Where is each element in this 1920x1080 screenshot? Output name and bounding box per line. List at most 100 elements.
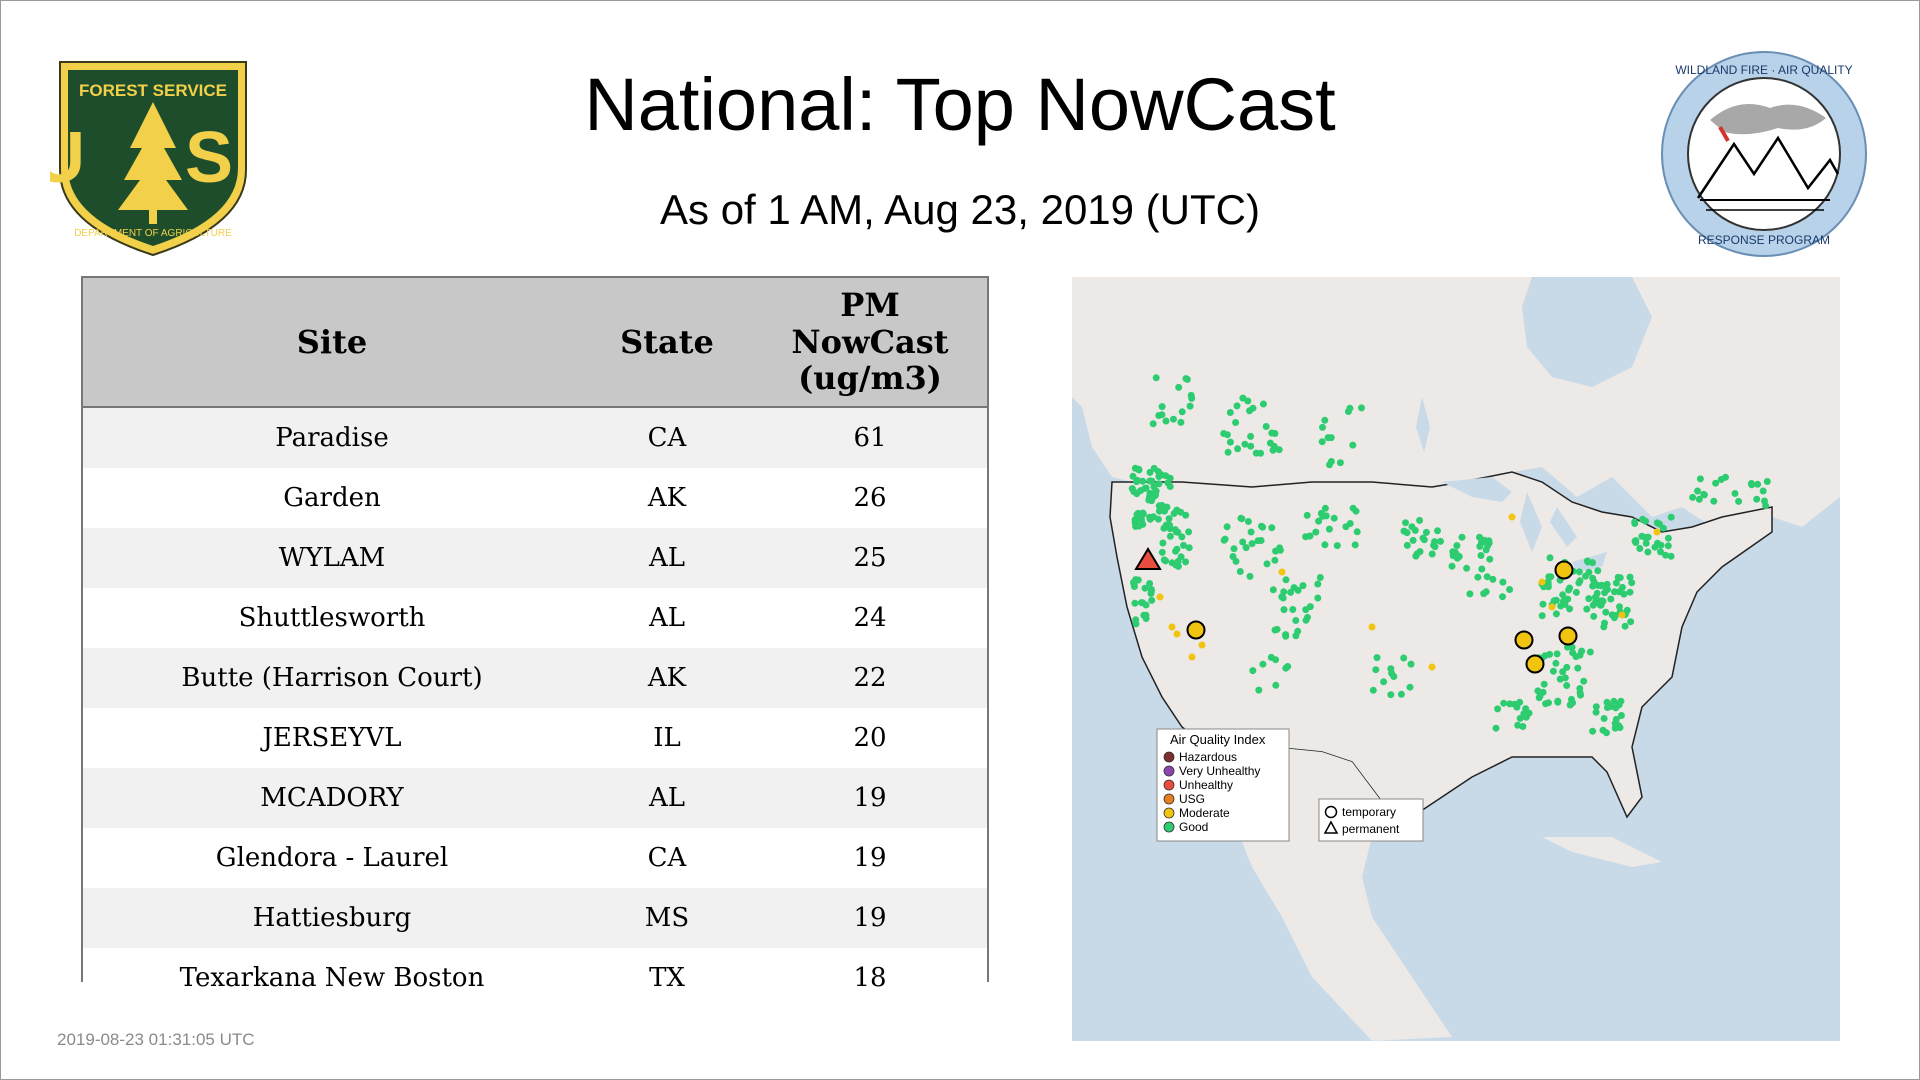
good-aqi-marker	[1239, 538, 1247, 546]
good-aqi-marker	[1644, 548, 1652, 556]
moderate-aqi-marker	[1168, 623, 1176, 631]
good-aqi-marker	[1575, 568, 1583, 576]
good-aqi-marker	[1474, 573, 1482, 581]
good-aqi-marker	[1178, 533, 1186, 541]
map-great-lakes	[1442, 477, 1607, 572]
good-aqi-marker	[1147, 590, 1155, 597]
good-aqi-marker	[1611, 588, 1618, 596]
good-aqi-marker	[1642, 539, 1650, 547]
state-cell: AL	[581, 588, 753, 648]
permanent-marker-icon	[1323, 820, 1339, 834]
good-aqi-marker	[1599, 726, 1607, 734]
permanent-label: permanent	[1342, 822, 1400, 836]
good-aqi-marker	[1636, 545, 1644, 552]
good-aqi-marker	[1448, 562, 1456, 570]
legend-swatch-hazardous	[1163, 751, 1175, 763]
good-aqi-marker	[1220, 430, 1228, 437]
site-cell: MCADORY	[83, 768, 581, 828]
good-aqi-marker	[1419, 534, 1427, 542]
good-aqi-marker	[1303, 511, 1311, 519]
site-cell: JERSEYVL	[83, 708, 581, 768]
good-aqi-marker	[1664, 534, 1672, 542]
moderate-aqi-marker	[1368, 623, 1376, 631]
good-aqi-marker	[1626, 588, 1634, 596]
good-aqi-marker	[1553, 650, 1561, 658]
good-aqi-marker	[1544, 580, 1551, 588]
marker-type-legend: temporary permanent	[1318, 798, 1424, 842]
good-aqi-marker	[1559, 591, 1567, 599]
good-aqi-marker	[1519, 723, 1527, 730]
good-aqi-marker	[1753, 495, 1761, 503]
good-aqi-marker	[1252, 449, 1260, 457]
header-pm-line3: (ug/m3)	[798, 359, 942, 398]
good-aqi-marker	[1254, 537, 1262, 545]
good-aqi-marker	[1476, 533, 1483, 541]
header-pm-line2: NowCast	[791, 322, 949, 361]
good-aqi-marker	[1463, 564, 1471, 572]
good-aqi-marker	[1312, 528, 1320, 536]
good-aqi-marker	[1428, 550, 1436, 558]
state-cell: AL	[581, 528, 753, 588]
good-aqi-marker	[1408, 523, 1416, 531]
good-aqi-marker	[1150, 513, 1157, 521]
good-aqi-marker	[1578, 647, 1586, 655]
good-aqi-marker	[1564, 595, 1572, 603]
good-aqi-marker	[1369, 686, 1377, 694]
good-aqi-marker	[1387, 691, 1395, 699]
good-aqi-marker	[1601, 619, 1608, 627]
good-aqi-marker	[1319, 423, 1326, 431]
good-aqi-marker	[1346, 404, 1354, 412]
good-aqi-marker	[1158, 548, 1166, 556]
good-aqi-marker	[1287, 588, 1295, 596]
good-aqi-marker	[1580, 677, 1588, 685]
good-aqi-marker	[1174, 528, 1182, 536]
site-cell: Garden	[83, 468, 581, 528]
generated-timestamp: 2019-08-23 01:31:05 UTC	[57, 1030, 255, 1049]
moderate-temporary-marker	[1186, 620, 1206, 640]
good-aqi-marker	[1234, 445, 1242, 453]
good-aqi-marker	[1180, 541, 1187, 549]
good-aqi-marker	[1582, 572, 1589, 580]
good-aqi-marker	[1273, 625, 1281, 633]
good-aqi-marker	[1232, 557, 1240, 565]
good-aqi-marker	[1146, 489, 1154, 497]
good-aqi-marker	[1259, 660, 1267, 668]
good-aqi-marker	[1747, 480, 1755, 487]
pm-value-cell: 24	[753, 588, 987, 648]
moderate-temporary-marker	[1525, 654, 1545, 674]
good-aqi-marker	[1175, 383, 1183, 391]
header-pm-line1: PM	[840, 285, 900, 324]
good-aqi-marker	[1499, 578, 1507, 586]
pm-value-cell: 25	[753, 528, 987, 588]
good-aqi-marker	[1162, 417, 1170, 425]
good-aqi-marker	[1321, 416, 1329, 424]
table-row: MCADORY AL 19	[83, 768, 987, 828]
good-aqi-marker	[1155, 412, 1163, 419]
good-aqi-marker	[1223, 523, 1231, 531]
good-aqi-marker	[1272, 656, 1280, 664]
pm-value-cell: 19	[753, 768, 987, 828]
good-aqi-marker	[1592, 703, 1600, 711]
good-aqi-marker	[1299, 582, 1307, 590]
table-row: Butte (Harrison Court) AK 22	[83, 648, 987, 708]
good-aqi-marker	[1141, 584, 1149, 592]
good-aqi-marker	[1321, 504, 1329, 512]
good-aqi-marker	[1500, 699, 1508, 707]
good-aqi-marker	[1166, 532, 1174, 540]
good-aqi-marker	[1589, 727, 1597, 735]
good-aqi-marker	[1627, 618, 1635, 626]
good-aqi-marker	[1667, 513, 1675, 521]
good-aqi-marker	[1336, 459, 1344, 467]
good-aqi-marker	[1185, 544, 1193, 552]
table-row: Glendora - Laurel CA 19	[83, 828, 987, 888]
good-aqi-marker	[1585, 595, 1593, 603]
good-aqi-marker	[1589, 559, 1596, 567]
good-aqi-marker	[1238, 515, 1246, 523]
pm-value-cell: 61	[753, 407, 987, 468]
good-aqi-marker	[1387, 665, 1395, 673]
good-aqi-marker	[1324, 434, 1332, 442]
forest-service-logo: FOREST SERVICE U S DEPARTMENT OF AGRICUL…	[50, 61, 247, 257]
good-aqi-marker	[1616, 724, 1624, 731]
good-aqi-marker	[1594, 581, 1602, 589]
